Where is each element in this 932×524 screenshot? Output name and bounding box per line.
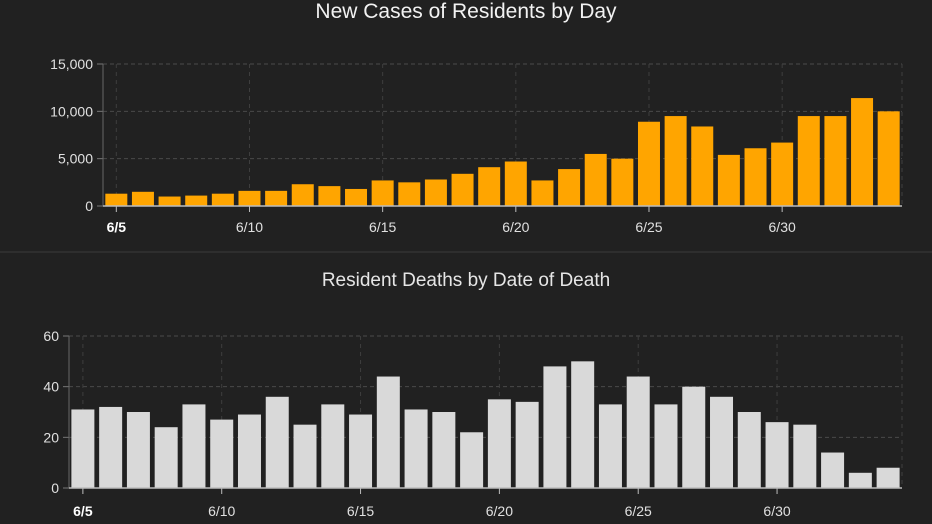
cases-x-tick-label: 6/15 bbox=[369, 219, 396, 235]
cases-bar[interactable] bbox=[265, 190, 288, 206]
deaths-bar[interactable] bbox=[376, 376, 400, 488]
cases-bar[interactable] bbox=[371, 180, 394, 206]
deaths-bar[interactable] bbox=[154, 427, 178, 488]
deaths-bar[interactable] bbox=[487, 399, 511, 488]
deaths-bar[interactable] bbox=[654, 404, 678, 488]
deaths-bar[interactable] bbox=[210, 419, 234, 488]
cases-bar[interactable] bbox=[797, 116, 820, 206]
cases-bar[interactable] bbox=[131, 191, 154, 206]
deaths-bar[interactable] bbox=[682, 386, 706, 488]
cases-x-tick-label: 6/20 bbox=[502, 219, 529, 235]
cases-bar[interactable] bbox=[238, 190, 261, 206]
cases-bar[interactable] bbox=[531, 180, 554, 206]
deaths-bar[interactable] bbox=[99, 406, 123, 488]
deaths-bar[interactable] bbox=[543, 366, 567, 488]
cases-chart-title: New Cases of Residents by Day bbox=[315, 0, 617, 23]
cases-bar[interactable] bbox=[877, 111, 900, 206]
deaths-bar[interactable] bbox=[404, 409, 428, 488]
deaths-y-tick-label: 60 bbox=[43, 328, 59, 344]
deaths-bar[interactable] bbox=[237, 414, 261, 488]
cases-x-tick-label: 6/25 bbox=[635, 219, 662, 235]
deaths-y-tick-label: 0 bbox=[51, 480, 59, 496]
cases-bar[interactable] bbox=[611, 158, 634, 206]
deaths-x-tick-label: 6/25 bbox=[625, 503, 652, 519]
cases-bar[interactable] bbox=[637, 121, 660, 206]
cases-bar[interactable] bbox=[584, 153, 607, 206]
cases-bar[interactable] bbox=[771, 142, 794, 206]
deaths-bar[interactable] bbox=[571, 361, 595, 488]
resident-deaths-chart: Resident Deaths by Date of Death 0 20 40 60 6… bbox=[43, 270, 903, 519]
cases-bar[interactable] bbox=[478, 167, 501, 206]
deaths-x-tick-label: 6/20 bbox=[486, 503, 513, 519]
deaths-bar[interactable] bbox=[710, 396, 734, 488]
deaths-y-tick-label: 20 bbox=[43, 429, 59, 445]
cases-x-tick-label: 6/5 bbox=[107, 219, 127, 235]
cases-y-tick-label: 5,000 bbox=[58, 151, 93, 167]
deaths-bar[interactable] bbox=[432, 412, 456, 488]
cases-bar[interactable] bbox=[398, 182, 421, 206]
deaths-bar[interactable] bbox=[265, 396, 289, 488]
cases-bar[interactable] bbox=[691, 126, 714, 206]
cases-bar[interactable] bbox=[158, 196, 181, 206]
deaths-bar[interactable] bbox=[349, 414, 373, 488]
deaths-chart-title: Resident Deaths by Date of Death bbox=[322, 270, 610, 291]
cases-bar[interactable] bbox=[744, 148, 767, 206]
deaths-bar[interactable] bbox=[626, 376, 650, 488]
deaths-x-tick-label: 6/10 bbox=[208, 503, 235, 519]
deaths-bar[interactable] bbox=[821, 452, 845, 488]
deaths-bar[interactable] bbox=[293, 424, 317, 488]
cases-bar[interactable] bbox=[211, 193, 234, 206]
cases-y-tick-label: 0 bbox=[85, 198, 93, 214]
deaths-bar[interactable] bbox=[793, 424, 817, 488]
cases-bar[interactable] bbox=[664, 116, 687, 206]
cases-bar[interactable] bbox=[824, 116, 847, 206]
deaths-x-tick-label: 6/15 bbox=[347, 503, 374, 519]
cases-bar[interactable] bbox=[558, 169, 581, 206]
deaths-bar[interactable] bbox=[765, 422, 789, 488]
cases-bar[interactable] bbox=[318, 186, 341, 206]
deaths-bar[interactable] bbox=[71, 409, 95, 488]
deaths-bar[interactable] bbox=[848, 472, 872, 488]
deaths-bar[interactable] bbox=[321, 404, 345, 488]
deaths-y-tick-label: 40 bbox=[43, 379, 59, 395]
cases-bar[interactable] bbox=[424, 179, 447, 206]
cases-bar[interactable] bbox=[105, 193, 128, 206]
cases-bar[interactable] bbox=[451, 173, 474, 206]
cases-bar[interactable] bbox=[345, 188, 368, 206]
new-cases-chart: New Cases of Residents by Day 0 5,000 10,00… bbox=[50, 0, 903, 235]
deaths-bar[interactable] bbox=[460, 432, 484, 488]
cases-bar[interactable] bbox=[851, 98, 874, 206]
cases-bar[interactable] bbox=[504, 161, 527, 206]
deaths-bar[interactable] bbox=[126, 412, 150, 488]
deaths-bar[interactable] bbox=[737, 412, 761, 488]
deaths-bar[interactable] bbox=[182, 404, 206, 488]
deaths-x-tick-label: 6/30 bbox=[763, 503, 790, 519]
cases-x-tick-label: 6/10 bbox=[236, 219, 263, 235]
deaths-x-tick-label: 6/5 bbox=[73, 503, 93, 519]
deaths-bar[interactable] bbox=[876, 467, 900, 488]
cases-y-tick-label: 15,000 bbox=[50, 56, 93, 72]
cases-bar[interactable] bbox=[291, 184, 314, 206]
cases-y-tick-label: 10,000 bbox=[50, 103, 93, 119]
deaths-bar[interactable] bbox=[598, 404, 622, 488]
cases-bar[interactable] bbox=[717, 154, 740, 206]
cases-bar[interactable] bbox=[185, 195, 208, 206]
deaths-bar[interactable] bbox=[515, 401, 539, 488]
cases-x-tick-label: 6/30 bbox=[769, 219, 796, 235]
